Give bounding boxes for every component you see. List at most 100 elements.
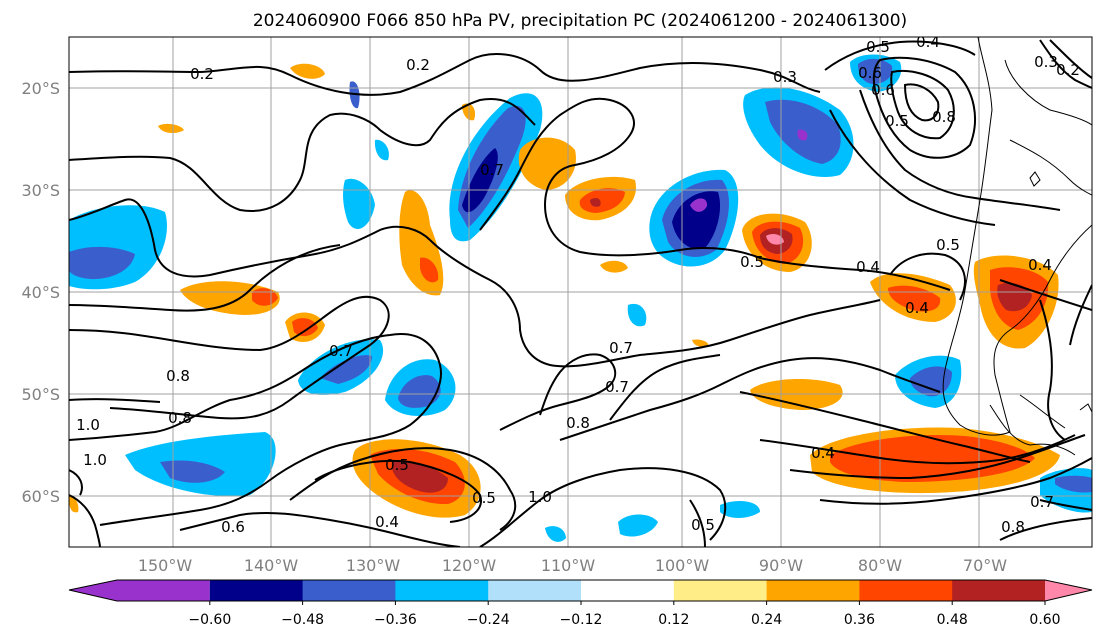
precip-negative-region [160, 460, 225, 483]
colorbar-tick-label: −0.24 [467, 612, 510, 628]
lat-tick-label: 60°S [21, 487, 60, 506]
lat-tick-label: 50°S [21, 385, 60, 404]
colorbar-tick-label: 0.12 [658, 612, 689, 628]
precip-negative-region [69, 246, 135, 280]
colorbar-segment [581, 580, 675, 601]
precip-positive-region [830, 434, 1035, 482]
contour-label: 0.5 [936, 236, 960, 254]
colorbar-ticks: −0.60 −0.48 −0.36 −0.24 −0.12 0.12 0.24 0.36 0.4… [188, 601, 1061, 628]
contour-label: 0.8 [168, 409, 192, 427]
contour-label: 0.7 [1030, 493, 1054, 511]
precip-positive-region [180, 281, 280, 315]
colorbar-tick-label: −0.60 [188, 612, 231, 628]
contour-label: 0.7 [480, 161, 504, 179]
colorbar-tick-label: 0.48 [937, 612, 968, 628]
contour-label: 0.5 [740, 253, 764, 271]
contour-label: 0.2 [190, 65, 214, 83]
contour-label: 0.2 [1056, 61, 1080, 79]
precip-negative-region [374, 139, 389, 161]
precip-positive-region [518, 137, 576, 190]
colorbar-extend-min [69, 580, 210, 601]
map-frame [68, 36, 1093, 548]
precip-positive-region [590, 198, 601, 207]
colorbar-segment [859, 580, 953, 601]
contour-label: 0.7 [605, 378, 629, 396]
contour-label: 0.5 [385, 456, 409, 474]
precip-negative-region [720, 500, 760, 518]
colorbar-tick-label: 0.60 [1029, 612, 1060, 628]
colorbar-segment [488, 580, 582, 601]
lon-tick-label: 120°W [442, 556, 497, 575]
lon-tick-label: 80°W [858, 556, 902, 575]
precip-negative-region [1055, 475, 1092, 493]
precip-positive-region [579, 188, 625, 213]
colorbar-segment [766, 580, 860, 601]
contour-label: 0.4 [375, 513, 399, 531]
precip-positive-region [997, 282, 1032, 312]
precip-negative-region [618, 514, 658, 537]
lon-axis: 150°W 140°W 130°W 120°W 110°W 100°W 90°W… [138, 556, 1007, 575]
contour-label: 0.4 [905, 299, 929, 317]
lon-tick-label: 150°W [138, 556, 193, 575]
precip-negative-region [910, 366, 952, 397]
precip-negative-region [672, 191, 721, 249]
colorbar-segment [673, 580, 768, 601]
contour-label: 0.5 [472, 489, 496, 507]
contour-label: 0.8 [932, 108, 956, 126]
colorbar-tick-label: −0.36 [374, 612, 417, 628]
contour-label: 0.7 [329, 342, 353, 360]
contour-label: 0.5 [866, 38, 890, 56]
contour-label: 0.8 [1001, 518, 1025, 536]
pv-contours [69, 39, 1092, 547]
precip-positive-region [292, 318, 318, 337]
contour-label: 0.2 [406, 56, 430, 74]
precip-shading [69, 54, 1092, 542]
colorbar-segment [302, 580, 396, 601]
contour-label: 1.0 [83, 451, 107, 469]
contour-label: 0.4 [811, 444, 835, 462]
contour-label: 0.5 [691, 516, 715, 534]
map-panel: 0.2 0.20.30.30.20.40.50.60.60.80.50.50.40… [21, 33, 1093, 575]
colorbar-segment [209, 580, 304, 601]
colorbar-outline [68, 579, 1093, 602]
colorbar-segment [395, 580, 489, 601]
contour-labels: 0.2 0.20.30.30.20.40.50.60.60.80.50.50.40… [76, 33, 1080, 536]
lat-tick-label: 40°S [21, 283, 60, 302]
contour-label: 0.6 [221, 518, 245, 536]
colorbar-segments [69, 580, 1092, 601]
colorbar-tick-label: −0.12 [560, 612, 603, 628]
coastline [942, 37, 1092, 456]
colorbar-tick-label: 0.36 [844, 612, 875, 628]
precip-positive-region [158, 123, 184, 134]
precip-positive-region [391, 460, 448, 493]
figure-title: 2024060900 F066 850 hPa PV, precipitatio… [253, 11, 907, 31]
colorbar-segment [952, 580, 1046, 601]
colorbar-extend-max [1045, 580, 1092, 601]
precip-positive-region [69, 495, 79, 513]
contour-label: 0.3 [1034, 53, 1058, 71]
colorbar-tick-label: 0.24 [751, 612, 782, 628]
precip-negative-region [627, 303, 647, 327]
precip-positive-region [692, 339, 709, 347]
contour-label: 0.4 [916, 33, 940, 51]
precip-negative-region [690, 198, 708, 212]
precip-positive-region [600, 260, 628, 273]
precip-positive-region [290, 63, 325, 79]
lon-tick-label: 100°W [655, 556, 710, 575]
contour-label: 0.3 [773, 68, 797, 86]
lon-tick-label: 130°W [346, 556, 401, 575]
lon-tick-label: 140°W [244, 556, 299, 575]
contour-label: 0.4 [856, 258, 880, 276]
contour-label: 0.6 [858, 64, 882, 82]
precip-negative-region [343, 178, 375, 229]
precip-positive-region [420, 257, 439, 283]
lat-tick-label: 20°S [21, 79, 60, 98]
precip-negative-region [545, 526, 566, 542]
lon-tick-label: 70°W [963, 556, 1007, 575]
contour-label: 1.0 [76, 416, 100, 434]
colorbar: −0.60 −0.48 −0.36 −0.24 −0.12 0.12 0.24 0.36 0.4… [68, 579, 1093, 628]
precip-positive-region [766, 234, 784, 245]
lon-tick-label: 90°W [759, 556, 803, 575]
contour-label: 0.6 [871, 81, 895, 99]
